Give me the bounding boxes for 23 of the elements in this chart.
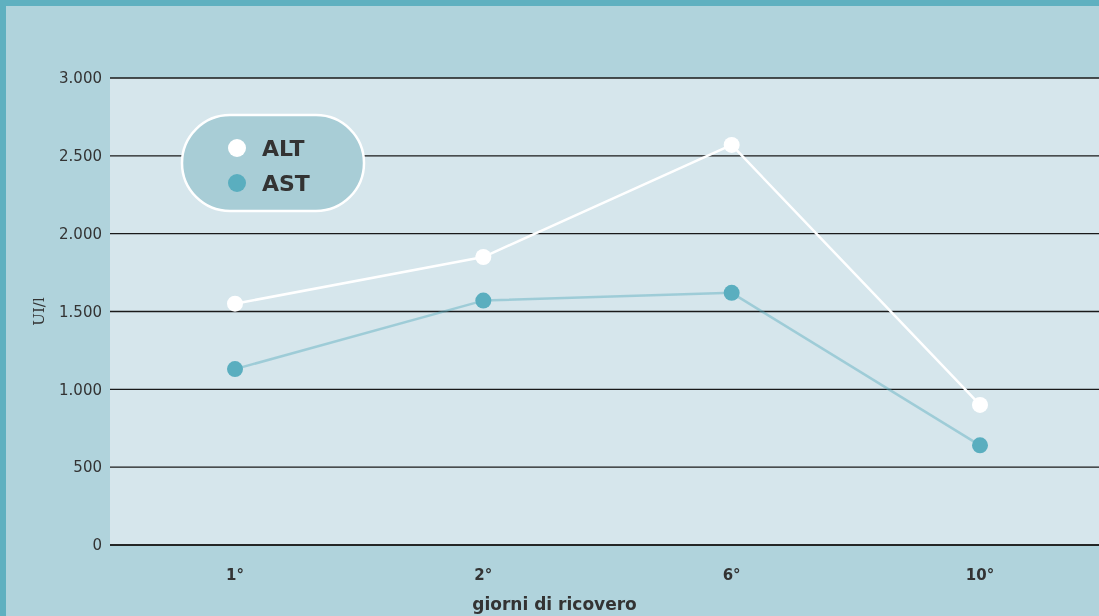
y-tick-label: 1.500	[59, 302, 102, 321]
y-axis-title: UI/l	[30, 297, 48, 326]
point	[227, 295, 243, 312]
point	[972, 437, 988, 454]
legend-label: AST	[262, 170, 310, 196]
x-tick-label: 1°	[226, 566, 244, 584]
y-tick-label: 2.000	[59, 224, 102, 243]
point	[723, 136, 740, 153]
y-tick-label: 2.500	[59, 147, 102, 166]
point	[475, 249, 492, 266]
y-tick-label: 1.000	[59, 380, 102, 399]
y-tick-label: 500	[73, 458, 102, 477]
x-tick-label: 10°	[965, 566, 995, 584]
point	[475, 292, 492, 309]
point	[227, 361, 243, 378]
x-tick-label: 2°	[474, 566, 493, 584]
y-tick-label: 3.000	[59, 69, 102, 88]
point	[723, 284, 740, 301]
x-axis-title: giorni di ricovero	[472, 594, 637, 614]
legend-label: ALT	[262, 135, 305, 161]
point	[972, 396, 988, 413]
y-tick-label: 0	[92, 536, 102, 555]
x-tick-label: 6°	[722, 566, 741, 584]
